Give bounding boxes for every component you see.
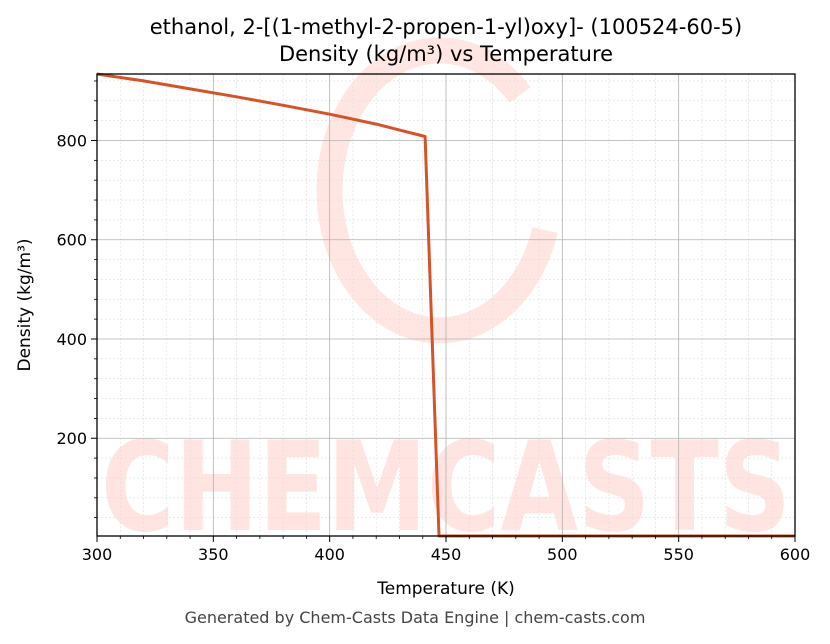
y-tick-label: 600 xyxy=(56,231,87,250)
chart-subtitle: Density (kg/m³) vs Temperature xyxy=(279,42,613,66)
x-tick-label: 500 xyxy=(547,545,578,564)
footer-credit: Generated by Chem-Casts Data Engine | ch… xyxy=(184,608,646,627)
y-tick-label: 200 xyxy=(56,429,87,448)
x-axis-label: Temperature (K) xyxy=(376,579,515,599)
x-tick-label: 350 xyxy=(198,545,229,564)
y-tick-label: 800 xyxy=(56,131,87,150)
y-axis-label: Density (kg/m³) xyxy=(15,238,35,371)
chart-title: ethanol, 2-[(1-methyl-2-propen-1-yl)oxy]… xyxy=(150,15,742,39)
x-tick-label: 300 xyxy=(82,545,113,564)
x-tick-label: 400 xyxy=(314,545,345,564)
y-tick-label: 400 xyxy=(56,330,87,349)
density-chart: CHEMCASTS 300 350 400 450 500 550 600 20040060… xyxy=(15,15,811,599)
x-axis: 300 350 400 450 500 550 600 xyxy=(82,536,811,564)
x-tick-label: 450 xyxy=(431,545,462,564)
y-axis: 200 400 600 800 xyxy=(56,80,97,519)
x-tick-label: 600 xyxy=(780,545,811,564)
x-tick-label: 550 xyxy=(663,545,694,564)
